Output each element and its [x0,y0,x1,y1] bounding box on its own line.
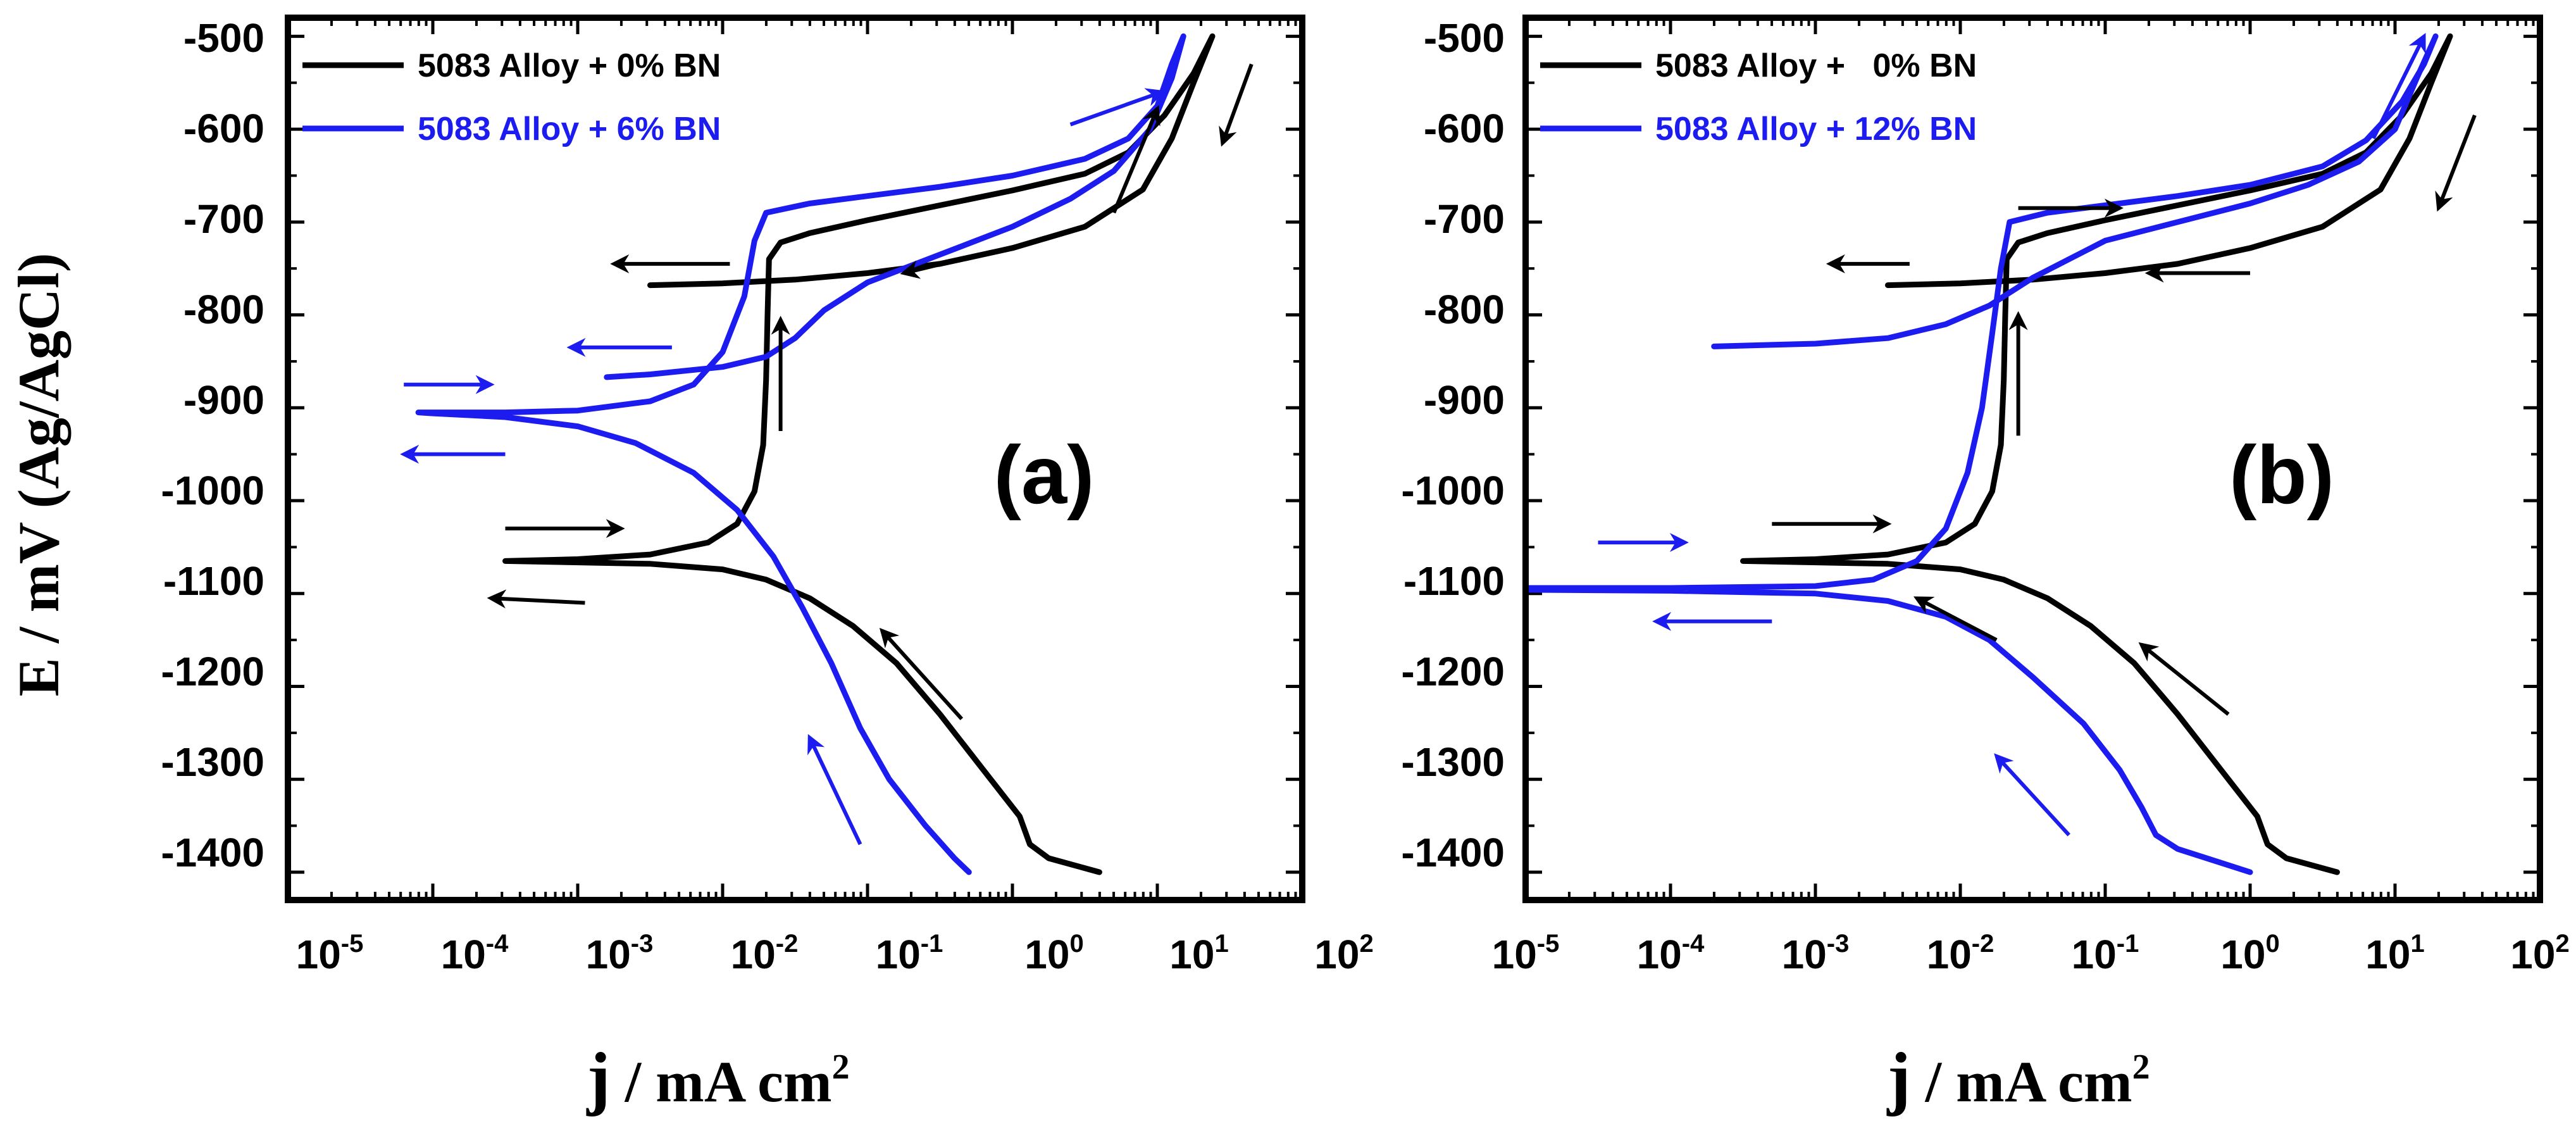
y-tick-label: -900 [184,377,264,423]
y-tick-label: -1100 [1403,558,1505,604]
x-tick-label: 10-1 [876,930,943,977]
x-tick-label: 10-5 [1492,930,1560,977]
direction-arrow [2435,114,2477,212]
x-tick-labels-b: 10-5 10-4 10-3 10-2 10-1 100 101 102 [1492,930,2570,977]
panel-label: (a) [994,428,1095,521]
x-tick-label: 10-2 [731,930,799,977]
x-axis-title-a: j / mA cm2 [586,1039,849,1117]
series-line-0pct-bn [1740,33,2453,875]
y-tick-label: -1200 [161,649,264,694]
x-tick-label: 102 [1314,930,1373,977]
y-tick-labels-b: -500 -600 -700 -800 -900 -1000 -1100 -12… [1401,15,1505,875]
plot-frame [285,15,1305,903]
y-tick-label: -1000 [1401,468,1505,513]
y-tick-label: -1300 [161,739,264,785]
y-tick-label: -700 [184,196,264,242]
x-tick-label: 10-4 [441,930,509,977]
direction-arrow [2371,32,2426,140]
direction-arrow [879,628,964,720]
y-tick-label: -600 [184,106,264,151]
panel-label: (b) [2229,428,2334,521]
x-tick-labels-a: 10-5 10-4 10-3 10-2 10-1 100 101 102 [296,930,1374,977]
x-tick-label: 101 [2365,930,2424,977]
y-tick-label: -500 [184,15,264,61]
legend-label: 5083 Alloy + 0% BN [1655,47,1977,84]
x-tick-label: 10-3 [586,930,654,977]
direction-arrow [1069,88,1166,127]
direction-arrow [2138,642,2230,716]
direction-arrow [807,734,862,846]
series-line-0pct-bn [502,33,1216,875]
direction-arrow [900,243,1021,279]
x-tick-label: 10-2 [1927,930,1994,977]
y-tick-label: -600 [1424,106,1505,151]
plot-frame [1522,15,2543,903]
y-tick-label: -1400 [161,830,264,875]
y-tick-labels-a: -500 -600 -700 -800 -900 -1000 -1100 -12… [161,15,264,875]
y-tick-label: -1000 [161,468,264,513]
x-tick-label: 102 [2510,930,2569,977]
series-line-bn-added [415,33,1186,875]
x-tick-label: 10-5 [296,930,364,977]
panel-a: -500 -600 -700 -800 -900 -1000 -1100 -12… [161,15,1374,1117]
plot-area [400,33,1254,875]
y-tick-label: -700 [1424,196,1505,242]
series-line-bn-added [1526,33,2439,875]
y-tick-label: -1200 [1401,649,1505,694]
direction-arrow [1112,105,1160,214]
legend-label: 5083 Alloy + 12% BN [1655,111,1977,147]
x-tick-label: 10-3 [1782,930,1850,977]
x-tick-label: 100 [2220,930,2279,977]
y-tick-label: -800 [1424,287,1505,332]
y-tick-label: -900 [1424,377,1505,423]
x-tick-label: 100 [1024,930,1083,977]
legend-label: 5083 Alloy + 6% BN [418,111,721,147]
direction-arrow [1994,753,2070,837]
x-tick-label: 10-1 [2072,930,2139,977]
y-tick-label: -1100 [163,558,264,604]
y-tick-label: -1400 [1401,830,1505,875]
x-tick-label: 101 [1169,930,1228,977]
direction-arrow [1913,596,1998,642]
x-axis-title-b: j / mA cm2 [1886,1039,2150,1117]
x-tick-label: 10-4 [1637,930,1705,977]
y-axis-title: E / mV (Ag/AgCl) [6,253,71,696]
direction-arrow [487,589,585,609]
y-tick-label: -500 [1424,15,1505,61]
y-tick-label: -1300 [1401,739,1505,785]
plot-area [1526,32,2477,875]
y-tick-label: -800 [184,287,264,332]
legend-label: 5083 Alloy + 0% BN [418,47,721,84]
direction-arrow [1219,63,1254,147]
panel-b: -500 -600 -700 -800 -900 -1000 -1100 -12… [1401,15,2570,1117]
